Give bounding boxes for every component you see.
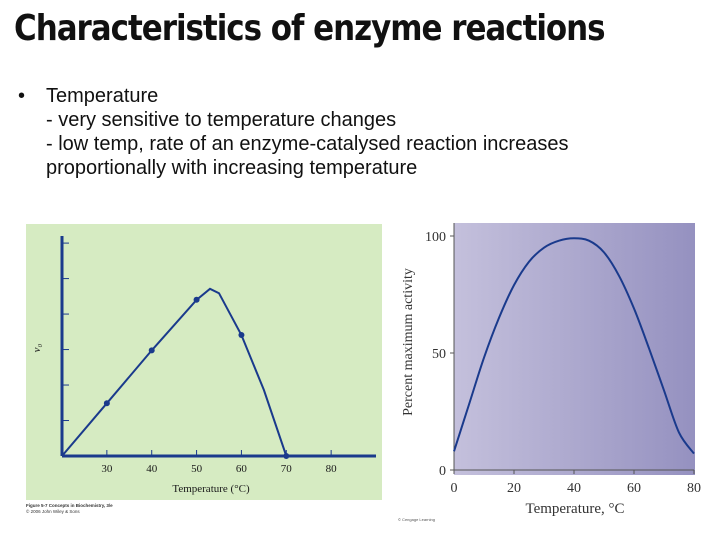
right-chart-x-tick-label: 0: [451, 481, 458, 496]
right-chart-x-tick-label: 60: [627, 481, 641, 496]
left-chart-x-tick-label: 30: [101, 463, 113, 475]
right-chart-y-tick-label: 50: [432, 347, 446, 362]
left-chart-x-tick-label: 40: [146, 463, 158, 475]
left-chart-x-tick-label: 60: [236, 463, 248, 475]
right-chart-y-tick-label: 100: [425, 230, 446, 245]
right-chart-plot-area: [454, 223, 695, 475]
bullet-detail-3: proportionally with increasing temperatu…: [46, 157, 418, 179]
right-chart-x-tick-label: 80: [687, 481, 701, 496]
left-chart-x-tick-label: 80: [326, 463, 338, 475]
right-activity-chart: 0 20 40 60 80 0 50 100 Temperature, °C Percent …: [401, 223, 701, 517]
left-temperature-chart: 30 40 50 60 70 80 Temperature (°C) v₀: [26, 224, 382, 500]
right-chart-activity-curve: [453, 237, 695, 455]
right-chart-x-tick-label: 20: [507, 481, 521, 496]
right-chart-y-tick-label: 0: [439, 464, 446, 479]
bullet-list: • Temperature - very sensitive to temper…: [18, 84, 708, 180]
left-chart-data-point: [148, 347, 155, 354]
slide-title: Characteristics of enzyme reactions: [14, 8, 606, 49]
left-chart-series-line: [61, 287, 288, 457]
left-chart-tick-labels: 30 40 50 60 70 80: [101, 463, 337, 475]
bullet-heading: Temperature: [46, 85, 159, 107]
left-figure-caption-line-1: Figure 5-7 Concepts in Biochemistry, 3/e: [26, 503, 113, 508]
left-chart-y-axis-label: v₀: [31, 343, 43, 352]
left-chart-data-point: [103, 400, 110, 407]
right-chart-tick-labels: 0 20 40 60 80 0 50 100: [425, 230, 701, 496]
right-chart-x-axis-label: Temperature, °C: [525, 501, 624, 517]
bullet-detail-2: - low temp, rate of an enzyme-catalysed …: [46, 133, 569, 155]
left-chart-data-point: [283, 453, 290, 459]
left-chart-x-tick-label: 50: [191, 463, 203, 475]
right-chart-axes: [450, 223, 695, 474]
left-chart-x-tick-label: 70: [281, 463, 293, 475]
bullet-icon: •: [18, 85, 26, 107]
left-chart-data-point: [238, 332, 245, 338]
bullet-detail-1: - very sensitive to temperature changes: [46, 109, 397, 131]
right-figure-credit: © Cengage Learning: [398, 517, 435, 522]
left-chart-x-axis-label: Temperature (°C): [172, 483, 250, 495]
left-chart-background: [26, 224, 382, 500]
left-figure-caption: Figure 5-7 Concepts in Biochemistry, 3/e…: [26, 503, 226, 515]
right-chart-y-axis-label: Percent maximum activity: [401, 268, 416, 416]
right-chart-x-tick-label: 40: [567, 481, 581, 496]
left-chart-data-point: [193, 296, 200, 303]
bullet-item: • Temperature: [18, 84, 708, 108]
left-chart-markers: [103, 296, 290, 459]
left-figure-caption-line-2: © 2006 John Wiley & Sons: [26, 509, 80, 514]
